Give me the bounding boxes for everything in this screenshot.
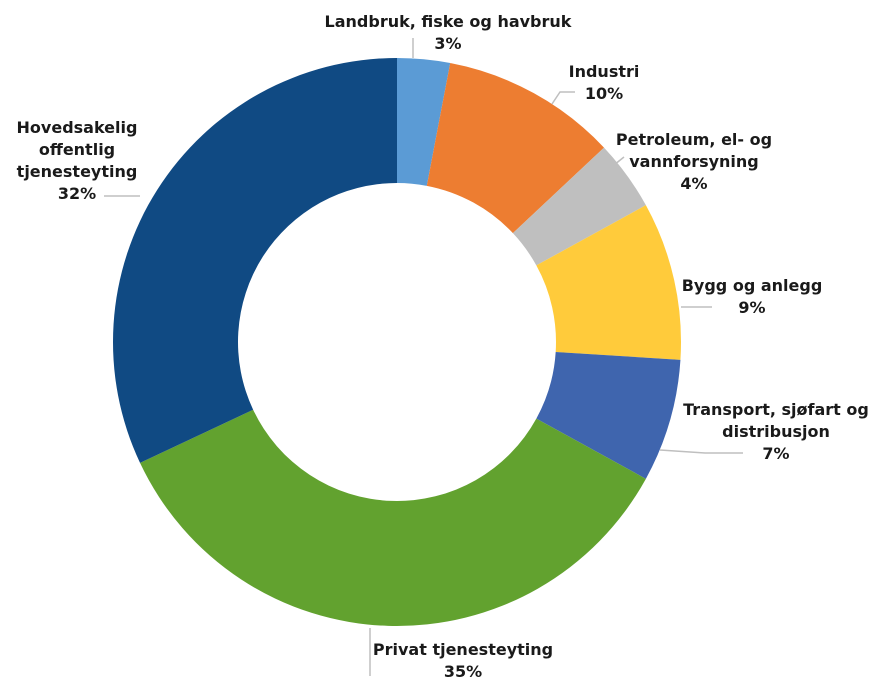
data-label-hovedsakelig-offentlig-tjenesteyting-line-3: tjenesteyting (17, 162, 138, 181)
slice-petroleum-el-og-vannforsyning (512, 147, 646, 266)
data-label-landbruk-fiske-og-havbruk: Landbruk, fiske og havbruk (325, 12, 572, 31)
leader-line-transport-sj-fart-og-distribusjon (659, 449, 743, 454)
value-label-bygg-og-anlegg: 9% (738, 298, 765, 317)
value-label-privat-tjenesteyting: 35% (444, 662, 482, 679)
data-label-transport-sj-fart-og-distribusjon-line-1: Transport, sjøfart og (683, 400, 869, 419)
leader-lines-group (104, 38, 743, 676)
value-label-industri: 10% (585, 84, 623, 103)
data-label-industri: Industri (569, 62, 640, 81)
value-label-petroleum-el-og-vannforsyning: 4% (680, 174, 707, 193)
data-label-privat-tjenesteyting: Privat tjenesteyting (373, 640, 553, 659)
data-label-bygg-og-anlegg: Bygg og anlegg (682, 276, 823, 295)
data-label-hovedsakelig-offentlig-tjenesteyting-line-2: offentlig (39, 140, 115, 159)
value-label-transport-sj-fart-og-distribusjon: 7% (762, 444, 789, 463)
data-label-transport-sj-fart-og-distribusjon-line-2: distribusjon (722, 422, 830, 441)
value-label-landbruk-fiske-og-havbruk: 3% (434, 34, 461, 53)
leader-line-industri (551, 91, 575, 105)
slices-group (112, 58, 681, 627)
labels-group: Landbruk, fiske og havbruk 3% Industri 10% P… (17, 12, 869, 681)
slice-hovedsakelig-offentlig-tjenesteyting (112, 58, 398, 463)
slice-landbruk-fiske-og-havbruk (397, 58, 451, 186)
slice-bygg-og-anlegg (536, 205, 681, 360)
slice-industri (426, 63, 605, 234)
slice-privat-tjenesteyting (140, 409, 646, 627)
slice-transport-sj-fart-og-distribusjon (536, 351, 681, 479)
data-label-petroleum-el-og-vannforsyning-line-1: Petroleum, el- og (616, 130, 772, 149)
leader-line-petroleum-el-og-vannforsyning (613, 156, 625, 166)
value-label-hovedsakelig-offentlig-tjenesteyting: 32% (58, 184, 96, 203)
data-label-hovedsakelig-offentlig-tjenesteyting-line-1: Hovedsakelig (17, 118, 138, 137)
data-label-petroleum-el-og-vannforsyning-line-2: vannforsyning (629, 152, 759, 171)
